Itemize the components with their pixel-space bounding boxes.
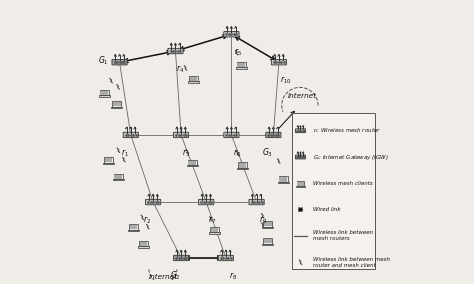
FancyBboxPatch shape [249, 199, 264, 205]
Text: Internet: Internet [288, 93, 317, 99]
Text: $r_{7}$: $r_{7}$ [209, 214, 217, 226]
Bar [114, 174, 123, 179]
Bar [263, 221, 272, 227]
Bar [187, 165, 198, 166]
FancyBboxPatch shape [218, 255, 233, 261]
Bar [105, 158, 112, 162]
Bar [278, 182, 289, 183]
FancyBboxPatch shape [168, 48, 183, 54]
Bar [139, 241, 148, 247]
FancyBboxPatch shape [173, 132, 189, 138]
Bar [292, 112, 375, 269]
Text: $r_i$: Wireless mesh router: $r_i$: Wireless mesh router [312, 126, 381, 135]
Bar [237, 63, 245, 67]
Text: $r_{8}$: $r_{8}$ [229, 270, 237, 282]
Bar [262, 244, 273, 245]
Bar [239, 163, 246, 168]
Text: $r_{1}$: $r_{1}$ [120, 147, 128, 159]
Bar [211, 228, 219, 232]
Bar [188, 82, 199, 83]
FancyBboxPatch shape [123, 132, 138, 138]
Bar [279, 176, 288, 182]
Text: $r_{5}$: $r_{5}$ [234, 47, 242, 58]
Bar [262, 227, 273, 228]
Bar [297, 182, 304, 186]
Bar [296, 186, 305, 187]
Bar [264, 239, 272, 243]
Bar [188, 160, 197, 165]
Text: $G_{3}$: $G_{3}$ [262, 147, 273, 159]
Text: $r_{3}$: $r_{3}$ [182, 147, 190, 159]
Bar [279, 178, 287, 181]
FancyBboxPatch shape [224, 132, 239, 138]
Bar [263, 238, 272, 244]
Bar [104, 157, 113, 162]
Text: Wireless link between
mesh routers: Wireless link between mesh routers [312, 230, 373, 241]
FancyBboxPatch shape [271, 60, 287, 65]
Bar [129, 224, 138, 230]
Bar [210, 227, 219, 233]
Bar [111, 106, 122, 108]
FancyBboxPatch shape [112, 60, 127, 65]
Text: $r_{4}$: $r_{4}$ [176, 63, 184, 75]
Bar [103, 162, 114, 164]
Bar [264, 222, 272, 226]
Text: $r_{2}$: $r_{2}$ [143, 214, 151, 226]
Text: $r_{6}$: $r_{6}$ [233, 147, 242, 159]
Text: Wireless link between mesh
router and mesh client: Wireless link between mesh router and me… [312, 256, 390, 268]
Bar [189, 76, 198, 82]
FancyBboxPatch shape [173, 255, 189, 261]
Text: $G_{1}$: $G_{1}$ [98, 55, 109, 67]
FancyBboxPatch shape [199, 199, 214, 205]
Bar [190, 77, 198, 81]
Text: $G_{2}$: $G_{2}$ [170, 270, 180, 282]
Bar [100, 90, 109, 95]
Bar [237, 168, 248, 169]
Text: Wired link: Wired link [312, 207, 340, 212]
Bar [114, 175, 122, 179]
Bar [238, 162, 247, 168]
Text: $r_{10}$: $r_{10}$ [280, 75, 292, 86]
Bar [297, 181, 304, 186]
FancyBboxPatch shape [295, 129, 306, 133]
Bar [112, 101, 121, 106]
Bar [100, 91, 108, 95]
Bar [128, 230, 139, 231]
Text: $G_i$: Internet Gateway (IGW): $G_i$: Internet Gateway (IGW) [312, 153, 388, 162]
Bar [237, 62, 246, 68]
Bar [139, 242, 147, 246]
Bar [113, 102, 120, 106]
Bar [113, 179, 124, 180]
Bar [130, 225, 137, 229]
Bar [99, 95, 109, 97]
FancyBboxPatch shape [295, 155, 306, 159]
FancyBboxPatch shape [146, 199, 161, 205]
Bar [138, 247, 149, 248]
Text: Wireless mesh clients: Wireless mesh clients [312, 181, 372, 186]
FancyBboxPatch shape [266, 132, 281, 138]
Bar [189, 161, 196, 165]
Text: $r_{9}$: $r_{9}$ [259, 214, 268, 226]
FancyBboxPatch shape [224, 32, 239, 37]
Text: Internet: Internet [148, 274, 177, 280]
